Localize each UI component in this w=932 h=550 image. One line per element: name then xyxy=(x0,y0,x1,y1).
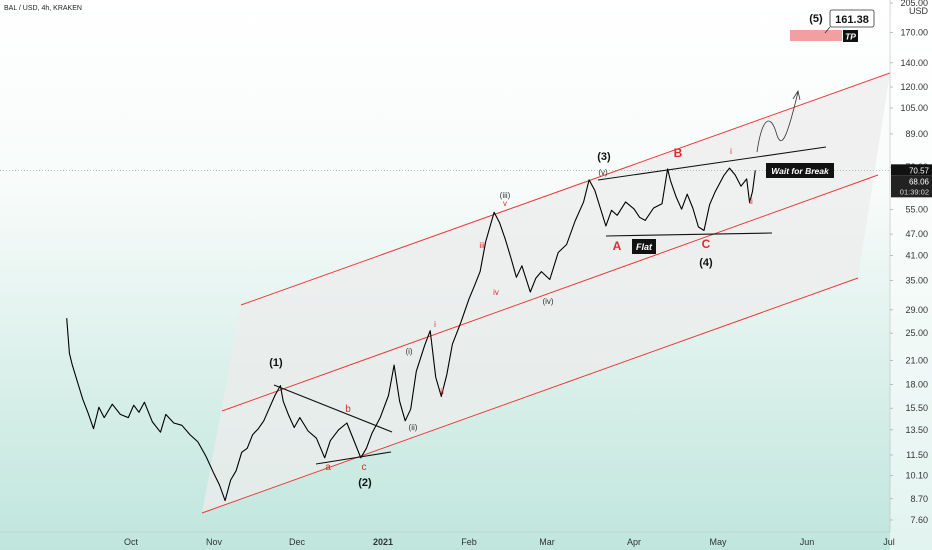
y-tick-label: 18.00 xyxy=(905,380,928,390)
wave-label-1: (1) xyxy=(269,357,283,369)
wave-label-a: a xyxy=(325,462,331,473)
y-tick-label: 170.00 xyxy=(900,27,928,37)
channel-middle-line xyxy=(221,174,879,412)
target-zone-box xyxy=(790,30,842,41)
wave-label-2: (2) xyxy=(358,477,372,489)
y-unit-label: USD xyxy=(909,6,929,16)
x-tick-label: 2021 xyxy=(373,537,393,547)
y-tick-label: 7.60 xyxy=(910,515,928,525)
x-tick-label: Feb xyxy=(461,537,477,547)
flat-tag-box xyxy=(632,239,656,254)
target-value-box xyxy=(829,9,875,28)
tp-tag-label: TP xyxy=(845,32,856,42)
channel-lower-line xyxy=(201,277,859,514)
x-tick-label: Mar xyxy=(539,537,555,547)
wave-label-C: C xyxy=(702,237,711,251)
y-tick-label: 15.50 xyxy=(905,403,928,413)
channel-upper-line xyxy=(240,72,891,306)
wave-label-c: c xyxy=(362,462,367,473)
y-tick-label: 105.00 xyxy=(900,103,928,113)
triangle-upper-line xyxy=(273,384,393,433)
wave-label-A: A xyxy=(613,239,622,253)
break-tag-label: Wait for Break xyxy=(771,166,830,176)
y-tick-label: 35.00 xyxy=(905,275,928,285)
x-tick-label: Dec xyxy=(289,537,306,547)
wave-label-b: b xyxy=(345,404,351,415)
y-tick-label: 55.00 xyxy=(905,204,928,214)
y-tick-label: 13.50 xyxy=(905,425,928,435)
y-tick-label: 25.00 xyxy=(905,328,928,338)
subwave-label-iv: (iv) xyxy=(542,297,553,306)
y-tick-label: 120.00 xyxy=(900,82,928,92)
current-price-badge xyxy=(891,164,932,176)
wave-label-4: (4) xyxy=(699,257,713,269)
red-label-i: i xyxy=(434,320,436,329)
flat-lower-line xyxy=(605,232,773,237)
subwave-label-ii: (ii) xyxy=(409,423,418,432)
red-label-ii: ii xyxy=(440,387,444,396)
final-label-i: i xyxy=(730,147,732,156)
wave-label-3: (3) xyxy=(597,151,611,163)
x-tick-label: Jul xyxy=(883,537,895,547)
current-price-value: 70.57 xyxy=(909,166,930,175)
y-tick-label: 47.00 xyxy=(905,229,928,239)
wave-label-B: B xyxy=(674,146,683,160)
triangle-lower-line xyxy=(315,451,392,465)
final-label-ii: ii xyxy=(749,197,753,206)
flat-upper-line xyxy=(597,146,827,181)
projection-arrow xyxy=(756,91,799,153)
projection-arrowhead xyxy=(792,89,801,101)
y-tick-label: 11.50 xyxy=(906,450,928,460)
x-tick-label: Jun xyxy=(800,537,815,547)
price-tag-badge xyxy=(891,175,932,198)
target-value: 161.38 xyxy=(835,14,869,26)
countdown-value: 01:39:02 xyxy=(900,187,929,196)
target-pointer xyxy=(824,26,831,34)
x-tick-label: Oct xyxy=(124,537,139,547)
price-tag-value: 68.06 xyxy=(909,177,930,186)
subwave-label-v: (v) xyxy=(598,168,608,177)
tp-tag-box xyxy=(843,30,858,42)
x-tick-label: Apr xyxy=(627,537,641,547)
x-tick-label: May xyxy=(709,537,727,547)
y-tick-label: 10.10 xyxy=(905,470,928,480)
red-label-v: v xyxy=(503,199,507,208)
flat-tag-label: Flat xyxy=(636,242,653,252)
y-tick-label: 8.70 xyxy=(910,494,928,504)
y-tick-label: 140.00 xyxy=(900,58,928,68)
x-tick-label: Nov xyxy=(206,537,223,547)
red-label-iii: iii xyxy=(479,241,485,250)
y-tick-label: 41.00 xyxy=(905,251,928,261)
y-tick-label: 89.00 xyxy=(905,129,928,139)
subwave-label-i: (i) xyxy=(405,347,412,356)
price-axis-bg xyxy=(890,0,932,550)
subwave-label-iii: (iii) xyxy=(500,191,511,200)
chart-title: BAL / USD, 4h, KRAKEN xyxy=(4,5,82,12)
channel-fill xyxy=(202,73,890,513)
break-tag-box xyxy=(766,163,834,178)
y-tick-label: 29.00 xyxy=(905,305,928,315)
wave-label-5: (5) xyxy=(809,13,823,25)
price-line xyxy=(66,167,756,502)
red-label-iv: iv xyxy=(493,288,499,297)
y-tick-label: 205.00 xyxy=(900,0,928,8)
y-tick-label: 21.00 xyxy=(905,356,928,366)
